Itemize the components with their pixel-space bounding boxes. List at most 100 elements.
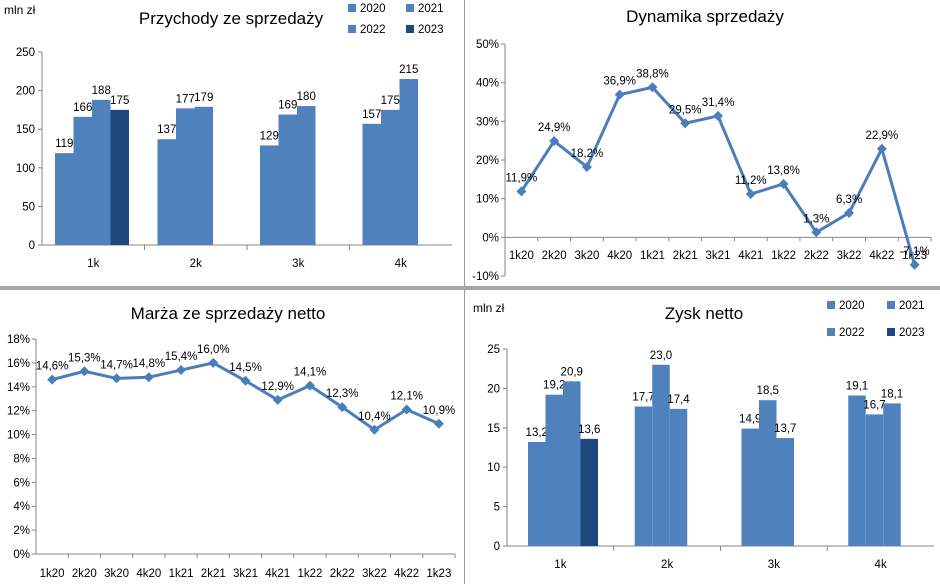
dynamics-data-label: 13,8%: [767, 165, 800, 177]
margin-y-tick-label: 16%: [7, 358, 30, 370]
dynamics-data-point: [811, 227, 822, 238]
revenue-legend-swatch: [348, 25, 356, 33]
margin-data-point: [240, 375, 251, 386]
profit-bar: [776, 438, 794, 546]
revenue-legend-swatch: [406, 4, 414, 12]
profit-data-label: 19,2: [543, 380, 565, 392]
dynamics-chart: Dynamika sprzedaży -10% 0% 10% 20% 30% 40% 50%…: [472, 7, 932, 283]
margin-data-point: [433, 418, 444, 429]
revenue-data-label: 169: [278, 100, 297, 112]
dynamics-x-tick-label: 3k21: [706, 250, 731, 262]
profit-data-label: 18,5: [757, 385, 779, 397]
dynamics-y-tick-label: 50%: [476, 39, 499, 51]
dynamics-data-point: [549, 136, 560, 147]
dynamics-x-tick-label: 3k20: [574, 250, 599, 262]
profit-data-label: 17,4: [667, 394, 690, 406]
dynamics-y-tick-label: -10%: [472, 271, 499, 283]
dynamics-data-label: 6,3%: [836, 194, 862, 206]
margin-x-tick-label: 4k20: [136, 568, 161, 580]
profit-data-label: 18,1: [881, 388, 903, 400]
revenue-legend-label: 2020: [360, 3, 386, 15]
margin-data-point: [208, 357, 219, 368]
margin-data-label: 14,7%: [100, 359, 133, 371]
profit-legend-label: 2021: [899, 300, 925, 312]
dynamics-x-tick-label: 3k22: [837, 250, 862, 262]
revenue-category-label: 4k: [395, 258, 407, 270]
revenue-bar: [92, 99, 111, 245]
revenue-bar: [194, 106, 213, 245]
margin-chart-panel: Marża ze sprzedaży netto 0% 2% 4% 6% 8% 10% 12…: [0, 290, 464, 584]
revenue-data-label: 119: [55, 138, 73, 150]
dynamics-data-label: 38,8%: [636, 68, 669, 80]
margin-data-label: 15,3%: [68, 352, 101, 364]
profit-y-tick-label: 20: [487, 383, 500, 395]
dynamics-y-tick-label: 0%: [482, 232, 499, 244]
revenue-data-label: 179: [194, 92, 213, 104]
profit-legend-label: 2022: [839, 327, 865, 339]
profit-legend-swatch: [827, 301, 835, 309]
revenue-bar: [399, 79, 418, 246]
dynamics-y-tick-label: 20%: [476, 155, 499, 167]
margin-data-point: [272, 394, 283, 405]
margin-x-tick-label: 2k20: [72, 568, 97, 580]
margin-data-point: [143, 372, 154, 383]
margin-chart-title: Marża ze sprzedaży netto: [131, 304, 326, 323]
horizontal-divider: [0, 286, 940, 290]
dynamics-data-point: [647, 82, 658, 93]
margin-data-label: 10,9%: [423, 405, 456, 417]
profit-chart: mln zł Zysk netto 0 5 10 15 20 25 1k 13,2 19,2 20…: [473, 300, 934, 571]
dynamics-y-tick-label: 40%: [476, 78, 499, 90]
dynamics-data-label: 24,9%: [538, 122, 571, 134]
revenue-bar: [110, 109, 129, 246]
profit-category-label: 1k: [554, 559, 566, 571]
dynamics-x-tick-label: 1k23: [902, 250, 927, 262]
margin-data-label: 12,9%: [261, 381, 294, 393]
profit-data-label: 14,9: [739, 414, 761, 426]
profit-bar: [528, 441, 546, 546]
profit-category-label: 3k: [768, 559, 780, 571]
revenue-bar: [362, 123, 381, 245]
dynamics-data-label: -7,1%: [900, 246, 930, 258]
revenue-legend-swatch: [348, 4, 356, 12]
revenue-legend-label: 2021: [418, 3, 444, 15]
dynamics-data-point: [876, 143, 887, 154]
revenue-y-tick-label: 100: [16, 163, 35, 175]
dynamics-data-point: [778, 178, 789, 189]
profit-bar: [669, 408, 688, 546]
revenue-unit-label: mln zł: [4, 3, 36, 17]
revenue-bar: [176, 108, 195, 245]
profit-bar: [634, 406, 653, 546]
margin-x-tick-label: 3k21: [233, 568, 258, 580]
margin-chart: Marża ze sprzedaży netto 0% 2% 4% 6% 8% 10% 12…: [7, 304, 456, 580]
dynamics-data-point: [713, 110, 723, 121]
margin-y-tick-label: 6%: [13, 477, 30, 489]
revenue-chart-title: Przychody ze sprzedaży: [139, 9, 324, 28]
profit-bar: [759, 400, 777, 546]
profit-bar: [741, 428, 759, 546]
profit-data-label: 16,7: [863, 399, 885, 411]
dynamics-data-point: [680, 118, 691, 129]
revenue-chart: mln zł Przychody ze sprzedaży 0 50 100 150 2…: [4, 3, 452, 270]
revenue-chart-panel: mln zł Przychody ze sprzedaży 0 50 100 150 2…: [0, 0, 464, 286]
dynamics-x-tick-label: 2k21: [673, 250, 698, 262]
revenue-category-label: 3k: [292, 258, 304, 270]
margin-x-tick-label: 4k21: [265, 568, 290, 580]
profit-data-label: 17,7: [632, 392, 654, 404]
revenue-bar: [55, 153, 74, 245]
dynamics-x-tick-label: 4k21: [738, 250, 763, 262]
revenue-y-tick-label: 200: [16, 86, 35, 98]
profit-legend-swatch: [887, 301, 895, 309]
margin-data-label: 14,5%: [229, 362, 262, 374]
dynamics-data-point: [745, 189, 756, 200]
dynamics-data-label: 18,2%: [571, 148, 604, 160]
margin-data-point: [111, 373, 122, 384]
dynamics-data-label: 11,9%: [506, 172, 538, 184]
revenue-data-label: 166: [73, 102, 92, 114]
profit-y-tick-label: 15: [487, 423, 500, 435]
dynamics-x-tick-label: 1k22: [771, 250, 796, 262]
dynamics-data-label: 1,3%: [803, 213, 829, 225]
profit-unit-label: mln zł: [473, 301, 505, 315]
margin-data-point: [369, 424, 380, 435]
profit-bar: [848, 395, 866, 546]
dynamics-data-point: [844, 207, 855, 218]
